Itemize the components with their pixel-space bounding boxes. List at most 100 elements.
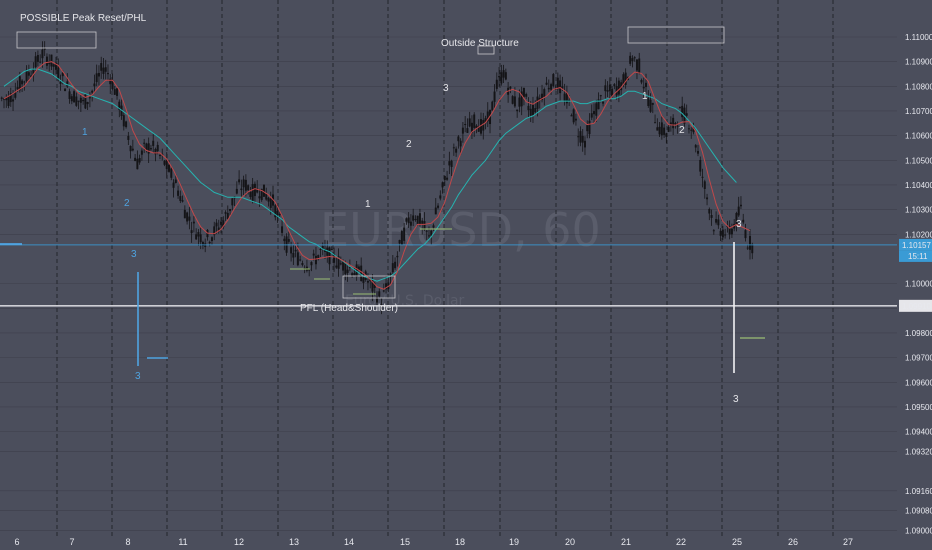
candle-body-133	[301, 263, 304, 265]
candle-body-274	[620, 82, 623, 91]
annotation-3: 1	[82, 127, 88, 138]
candle-body-276	[624, 72, 627, 85]
candle-body-174	[394, 261, 397, 269]
candle-body-167	[378, 291, 381, 297]
candle-body-284	[642, 86, 645, 89]
candle-body-131	[296, 252, 299, 266]
price-badge-level-label: 1.09910	[902, 302, 931, 311]
candle-body-65	[147, 143, 150, 154]
candle-body-239	[541, 93, 544, 101]
candle-body-141	[319, 248, 322, 250]
candle-body-317	[717, 219, 720, 226]
candle-body-213	[482, 119, 485, 131]
candle-body-169	[382, 290, 385, 292]
candle-body-219	[495, 79, 498, 89]
candle-body-207	[468, 118, 471, 127]
candle-body-254	[574, 118, 577, 121]
lines-layer	[3, 61, 751, 290]
candle-body-66	[149, 148, 152, 150]
candle-body-30	[68, 91, 71, 99]
candle-body-194	[439, 195, 442, 199]
candle-body-20	[45, 56, 48, 66]
candle-body-173	[391, 263, 394, 273]
candle-body-163	[369, 279, 372, 282]
candle-body-281	[635, 59, 638, 71]
candle-body-188	[425, 230, 428, 232]
candle-body-244	[552, 74, 555, 86]
candle-body-11	[25, 69, 28, 81]
candle-body-308	[697, 150, 700, 154]
candle-body-238	[538, 98, 541, 101]
candle-body-211	[477, 126, 480, 132]
levels-layer	[0, 243, 897, 307]
pfl-box	[342, 275, 396, 299]
candle-body-68	[154, 148, 157, 155]
grid-layer	[0, 0, 897, 536]
candle-body-288	[651, 102, 654, 105]
candle-body-150	[339, 263, 342, 265]
candle-body-220	[498, 76, 501, 78]
candle-body-250	[565, 92, 568, 104]
candle-body-218	[493, 91, 496, 102]
candle-body-39	[88, 97, 91, 99]
candle-body-297	[672, 117, 675, 129]
candle-body-50	[113, 89, 116, 95]
candle-body-7	[16, 87, 19, 90]
candle-body-234	[529, 108, 532, 116]
candle-body-170	[385, 283, 388, 290]
candle-body-198	[448, 161, 451, 166]
candle-body-41	[93, 83, 96, 87]
candle-body-138	[312, 253, 315, 256]
candle-body-236	[534, 108, 537, 113]
candle-body-322	[728, 226, 731, 235]
candle-body-79	[179, 196, 182, 201]
candle-body-152	[344, 262, 347, 275]
candle-body-124	[281, 226, 284, 233]
candle-body-5	[12, 99, 15, 102]
x-tick-label-15: 27	[843, 537, 853, 547]
candle-body-283	[640, 79, 643, 83]
y-tick-label-12: 1.09700	[905, 354, 932, 363]
y-tick-label-17: 1.09160	[905, 487, 932, 496]
candle-body-145	[328, 247, 331, 265]
x-tick-label-8: 18	[455, 537, 465, 547]
candle-body-42	[95, 73, 98, 83]
time-badge	[899, 250, 932, 262]
y-tick-label-1: 1.10900	[905, 58, 932, 67]
sma-red-line	[3, 61, 751, 290]
candle-body-123	[278, 213, 281, 216]
annotation-9: 3	[443, 83, 449, 94]
candle-body-6	[14, 92, 17, 98]
candle-body-267	[604, 85, 607, 92]
candle-body-18	[41, 49, 44, 59]
candle-body-45	[102, 67, 105, 74]
candle-body-15	[34, 56, 37, 68]
candle-body-272	[615, 86, 618, 96]
candle-body-182	[412, 215, 415, 221]
candle-body-43	[97, 72, 100, 77]
candle-body-192	[434, 207, 437, 215]
candle-body-94	[213, 226, 216, 236]
candle-body-164	[371, 280, 374, 292]
candle-body-249	[563, 93, 566, 101]
candle-body-77	[174, 179, 177, 184]
candle-body-104	[235, 188, 238, 194]
candle-body-136	[308, 268, 311, 271]
candle-body-137	[310, 262, 313, 266]
candle-body-201	[455, 148, 458, 153]
candle-body-19	[43, 48, 46, 50]
candle-body-26	[59, 81, 62, 84]
candle-body-286	[647, 98, 650, 107]
candle-body-29	[66, 81, 69, 87]
candle-body-122	[276, 210, 279, 216]
candle-body-38	[86, 102, 89, 105]
candle-body-271	[613, 84, 616, 87]
candle-body-222	[502, 70, 505, 78]
y-tick-label-19: 1.09000	[905, 526, 932, 535]
candle-body-312	[706, 197, 709, 200]
candle-body-327	[739, 204, 742, 207]
candle-body-73	[165, 159, 168, 170]
candle-body-53	[120, 105, 123, 116]
